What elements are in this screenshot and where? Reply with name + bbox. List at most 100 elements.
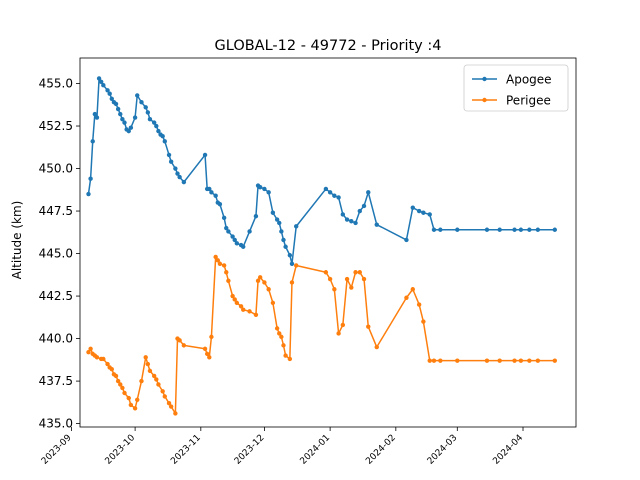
data-point-perigee <box>438 358 443 363</box>
data-point-apogee <box>253 213 259 219</box>
data-point-apogee <box>527 227 532 232</box>
data-point-perigee <box>274 326 280 331</box>
data-point-perigee <box>88 346 93 351</box>
data-point-perigee <box>204 351 210 357</box>
data-point-apogee <box>366 190 371 195</box>
data-point-apogee <box>357 208 362 214</box>
data-point-perigee <box>139 378 144 384</box>
data-point-apogee <box>143 105 148 110</box>
data-point-perigee <box>145 361 151 367</box>
data-point-perigee <box>94 355 100 360</box>
y-tick-label: 450.0 <box>39 162 73 176</box>
data-point-perigee <box>497 358 502 363</box>
data-point-perigee <box>421 319 426 324</box>
data-point-perigee <box>366 324 371 329</box>
data-point-apogee <box>139 100 144 105</box>
data-point-apogee <box>99 79 104 85</box>
data-point-perigee <box>162 394 167 399</box>
data-point-apogee <box>374 222 379 227</box>
data-point-perigee <box>226 278 231 283</box>
y-tick-label: 455.0 <box>39 77 73 91</box>
data-point-apogee <box>294 224 299 229</box>
data-point-apogee <box>156 128 161 134</box>
data-point-perigee <box>113 373 119 379</box>
data-point-apogee <box>274 217 280 222</box>
data-point-perigee <box>120 385 125 391</box>
data-point-apogee <box>484 227 490 232</box>
data-point-perigee <box>518 358 524 363</box>
data-point-perigee <box>86 349 91 355</box>
data-point-perigee <box>404 295 409 300</box>
data-point-apogee <box>404 237 409 243</box>
data-point-perigee <box>173 411 178 416</box>
data-point-apogee <box>166 152 172 158</box>
data-point-perigee <box>277 331 282 336</box>
data-point-apogee <box>327 190 333 195</box>
data-point-apogee <box>88 176 93 181</box>
data-point-apogee <box>349 219 354 224</box>
data-point-apogee <box>512 227 517 232</box>
data-point-apogee <box>421 210 426 215</box>
data-point-apogee <box>162 139 167 144</box>
data-point-apogee <box>109 96 114 102</box>
data-point-apogee <box>323 186 329 192</box>
legend-label-perigee: Perigee <box>506 94 551 108</box>
data-point-apogee <box>128 125 134 130</box>
data-point-perigee <box>289 280 295 285</box>
y-axis-label: Altitude (km) <box>10 201 24 280</box>
data-point-perigee <box>484 358 490 363</box>
data-point-apogee <box>234 241 240 246</box>
data-point-perigee <box>410 287 415 292</box>
data-point-apogee <box>209 190 214 195</box>
data-point-apogee <box>168 159 174 164</box>
data-point-apogee <box>336 195 341 200</box>
data-point-perigee <box>202 346 208 351</box>
data-point-perigee <box>238 304 244 309</box>
data-point-perigee <box>361 276 367 282</box>
data-point-perigee <box>232 297 237 302</box>
data-point-apogee <box>224 225 229 231</box>
legend-label-apogee: Apogee <box>506 73 552 87</box>
data-point-perigee <box>340 322 346 328</box>
data-point-apogee <box>177 174 182 180</box>
data-point-apogee <box>438 227 443 232</box>
data-point-apogee <box>94 115 100 120</box>
data-point-perigee <box>135 397 140 402</box>
data-point-perigee <box>336 331 341 336</box>
data-point-apogee <box>257 185 263 190</box>
y-tick-label: 442.5 <box>39 289 73 303</box>
data-point-apogee <box>154 123 159 129</box>
data-point-perigee <box>257 275 263 280</box>
data-point-perigee <box>151 373 157 379</box>
data-point-apogee <box>96 76 102 81</box>
data-point-perigee <box>287 356 293 362</box>
data-point-perigee <box>455 358 460 363</box>
data-point-apogee <box>107 91 112 96</box>
data-point-perigee <box>215 258 220 263</box>
data-point-apogee <box>230 234 235 239</box>
data-point-apogee <box>535 227 541 232</box>
data-point-perigee <box>247 309 252 314</box>
data-point-apogee <box>213 193 218 198</box>
data-point-apogee <box>232 237 237 243</box>
data-point-apogee <box>105 88 110 93</box>
chart-title: GLOBAL-12 - 49772 - Priority :4 <box>215 38 442 54</box>
data-point-perigee <box>143 355 148 360</box>
data-point-apogee <box>126 128 131 134</box>
data-point-perigee <box>512 358 517 363</box>
data-point-apogee <box>270 210 276 215</box>
data-point-apogee <box>283 244 288 249</box>
data-point-perigee <box>552 358 557 363</box>
data-point-apogee <box>113 101 119 107</box>
data-point-apogee <box>181 179 187 185</box>
data-point-apogee <box>410 205 415 210</box>
data-point-apogee <box>118 111 123 117</box>
data-point-apogee <box>221 215 227 221</box>
data-point-perigee <box>115 378 121 384</box>
data-point-perigee <box>217 261 223 266</box>
data-point-perigee <box>147 368 153 374</box>
data-point-apogee <box>226 229 231 234</box>
data-point-apogee <box>147 117 153 122</box>
data-point-perigee <box>213 254 218 260</box>
